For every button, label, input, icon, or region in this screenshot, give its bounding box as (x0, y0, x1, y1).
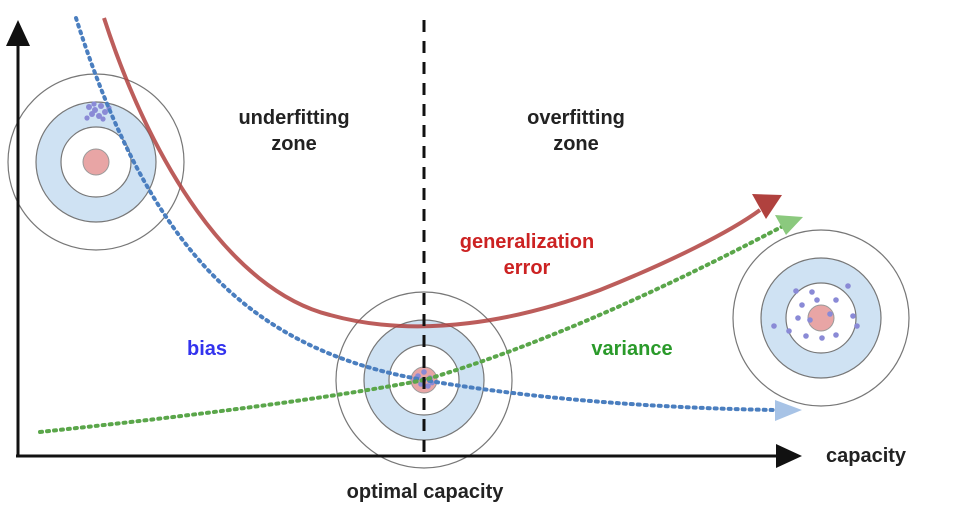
generalization-error-curve (102, 17, 762, 329)
overfitting-zone-label-line2: zone (553, 133, 599, 155)
variance-arrowhead-icon (775, 215, 803, 235)
underfitting-zone-label-line2: zone (271, 133, 317, 155)
optimal-capacity-label: optimal capacity (347, 481, 505, 503)
target-overfitting-icon (732, 229, 910, 407)
generalization-arrowhead-icon (752, 194, 782, 219)
generalization-error-label-line1: generalization (460, 231, 594, 253)
bias-curve (74, 16, 777, 412)
bias-arrowhead-icon (775, 400, 802, 421)
underfitting-zone-label-line1: underfitting (238, 107, 349, 129)
generalization-error-label-line2: error (504, 257, 551, 279)
variance-label: variance (591, 338, 672, 360)
overfitting-zone-label-line1: overfitting (527, 107, 625, 129)
capacity-axis-label: capacity (826, 445, 907, 467)
y-axis-arrow-icon (6, 20, 30, 46)
x-axis-arrow-icon (776, 444, 802, 468)
bias-label: bias (187, 338, 227, 360)
target-underfitting-icon (7, 73, 185, 251)
